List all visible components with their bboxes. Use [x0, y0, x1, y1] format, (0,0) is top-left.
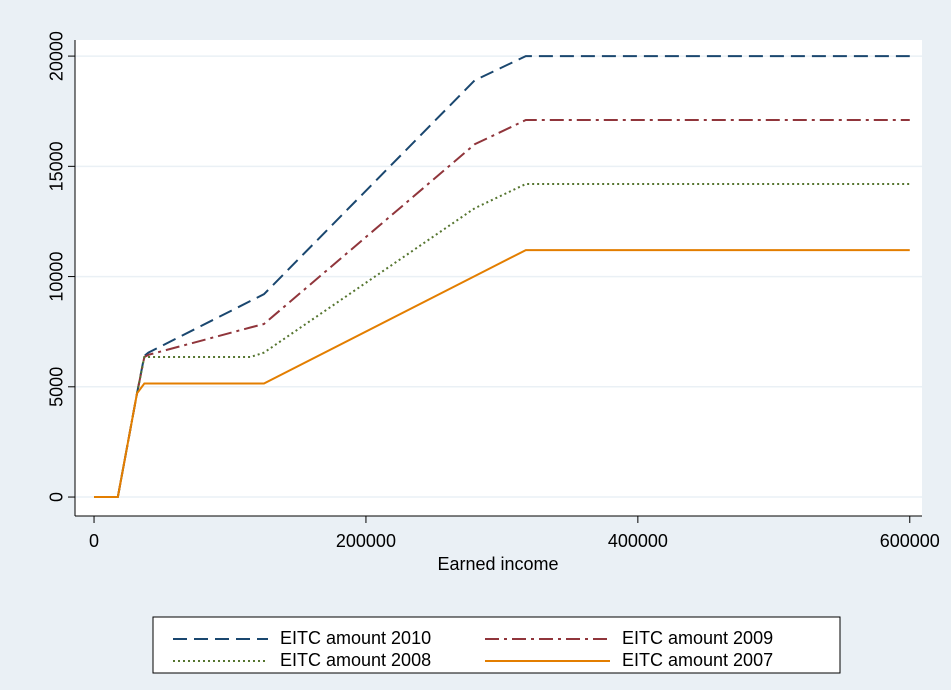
- series-line: [94, 119, 910, 499]
- x-tick-label: 600000: [880, 531, 940, 551]
- series-line: [94, 249, 910, 499]
- y-tick-label: 20000: [47, 31, 67, 81]
- x-tick-label: 400000: [608, 531, 668, 551]
- y-tick-label: 15000: [47, 141, 67, 191]
- legend-box: [152, 616, 841, 674]
- legend-label: EITC amount 2007: [622, 650, 773, 670]
- plot-area: [75, 40, 922, 516]
- y-tick-label: 0: [47, 492, 67, 502]
- y-tick-label: 10000: [47, 252, 67, 302]
- x-axis-title: Earned income: [437, 554, 558, 574]
- x-tick-label: 0: [89, 531, 99, 551]
- y-tick-label: 5000: [47, 367, 67, 407]
- x-tick-label: 200000: [336, 531, 396, 551]
- legend-label: EITC amount 2009: [622, 628, 773, 648]
- legend-label: EITC amount 2010: [280, 628, 431, 648]
- legend-label: EITC amount 2008: [280, 650, 431, 670]
